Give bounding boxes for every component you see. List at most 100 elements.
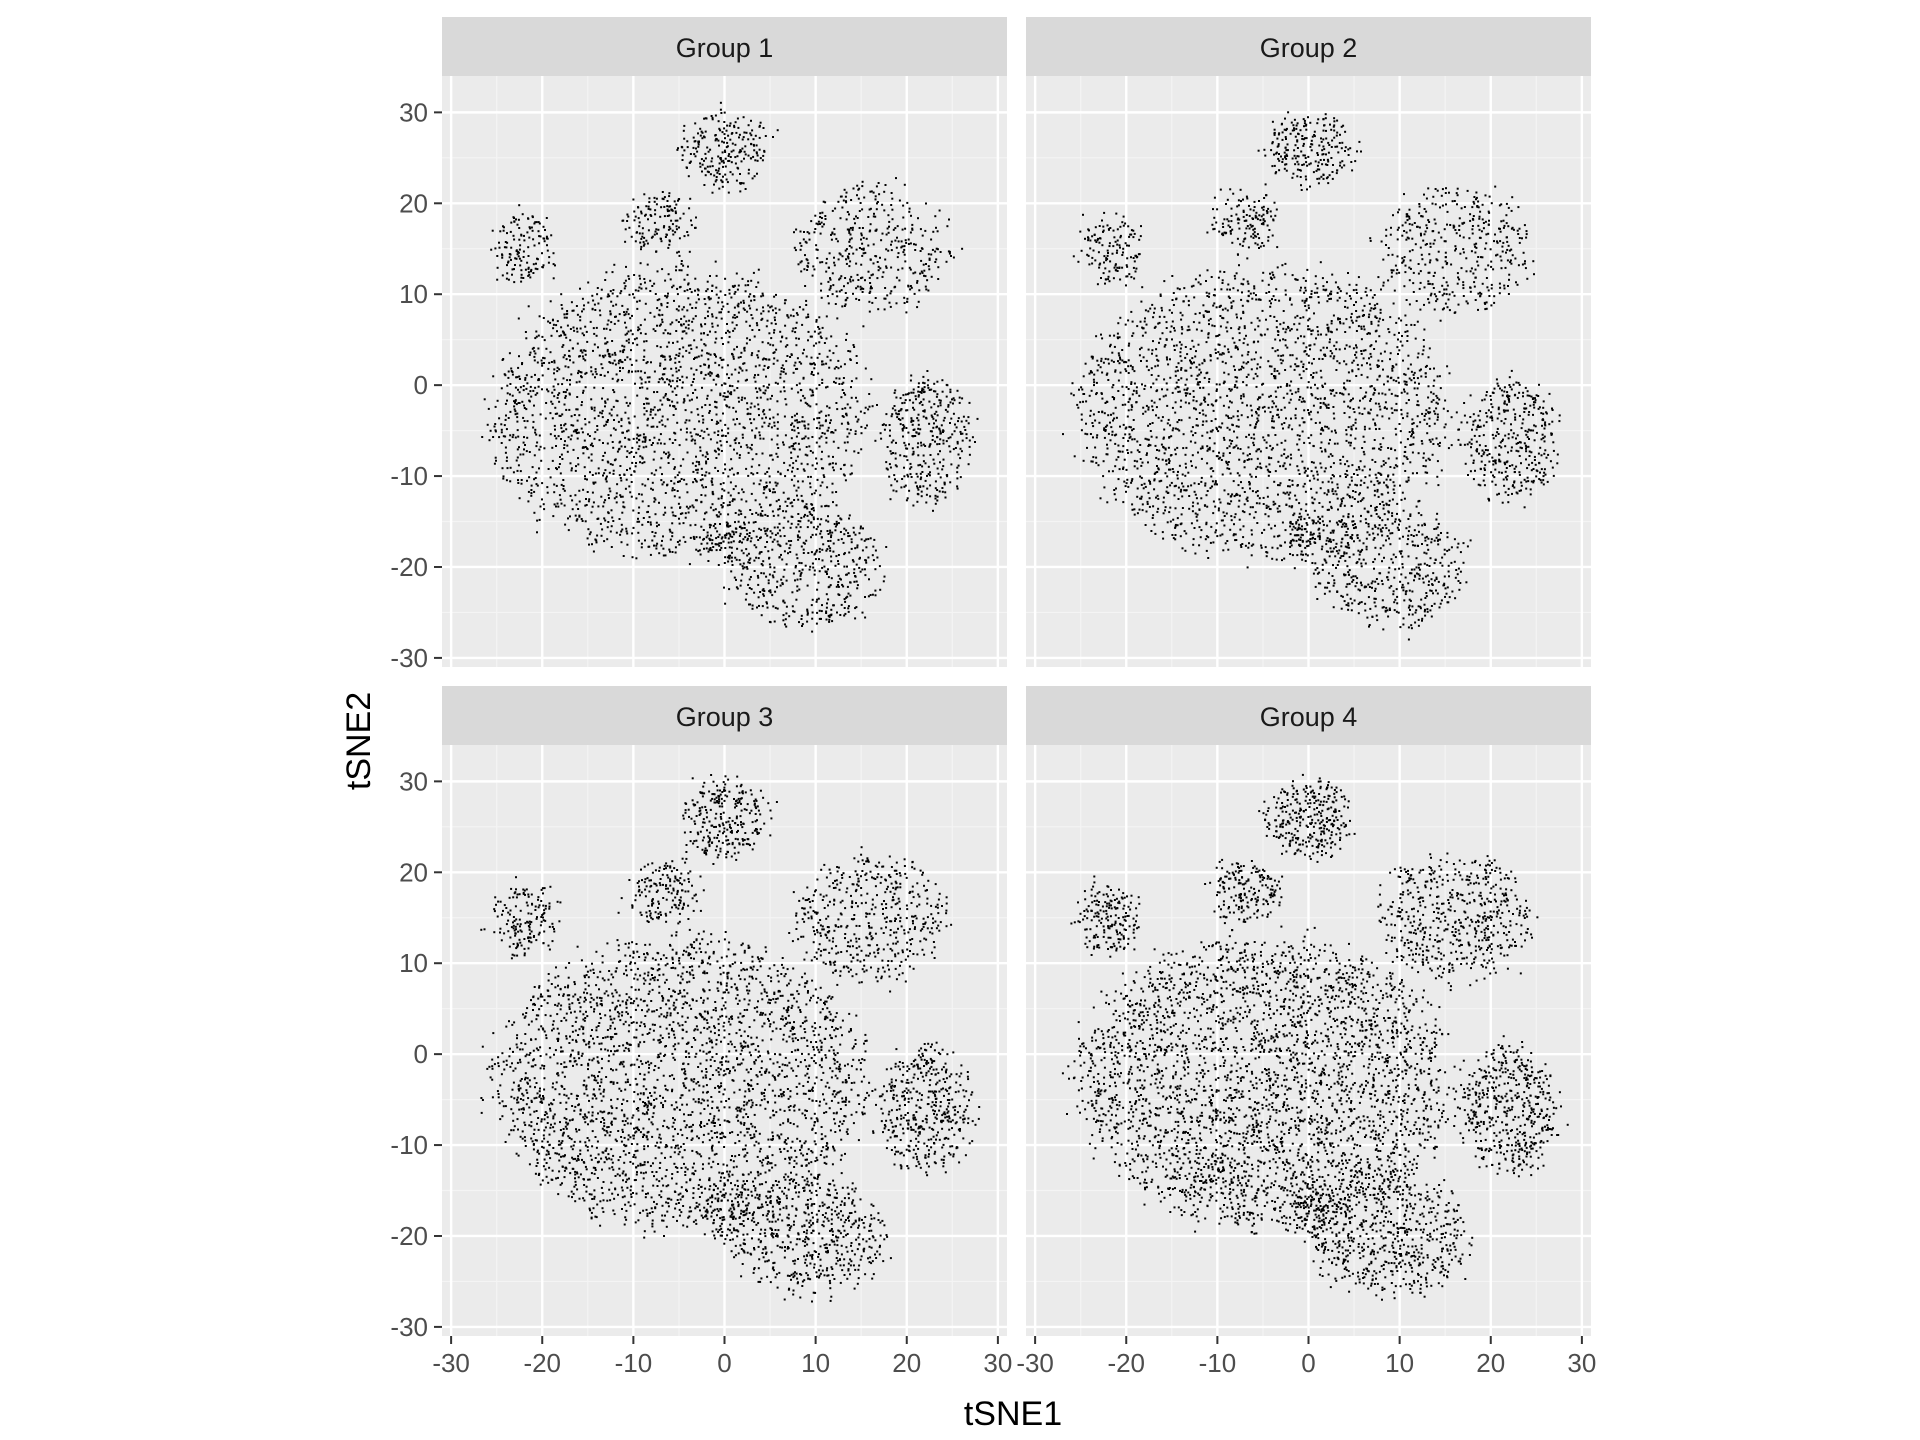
data-point — [1271, 426, 1274, 429]
data-point — [924, 285, 927, 288]
data-point — [639, 461, 641, 464]
data-point — [700, 338, 703, 341]
data-point — [672, 405, 675, 408]
data-point — [1291, 538, 1294, 541]
data-point — [583, 304, 585, 307]
data-point — [727, 155, 730, 157]
data-point — [849, 280, 852, 283]
data-point — [659, 442, 662, 445]
data-point — [633, 455, 635, 458]
data-point — [921, 388, 924, 391]
data-point — [914, 271, 917, 274]
data-point — [641, 227, 644, 230]
data-point — [664, 554, 667, 557]
data-point — [1233, 516, 1236, 519]
data-point — [658, 421, 661, 424]
data-point — [722, 358, 725, 361]
data-point — [889, 450, 892, 453]
data-point — [742, 299, 745, 302]
data-point — [642, 241, 645, 244]
data-point — [684, 409, 687, 412]
data-point — [661, 313, 664, 316]
data-point — [1294, 391, 1297, 394]
data-point — [624, 313, 627, 316]
y-axis-title: tSNE2 — [340, 692, 378, 790]
data-point — [891, 413, 894, 416]
data-point — [1207, 319, 1210, 322]
data-point — [1179, 355, 1182, 358]
data-point — [666, 208, 669, 211]
data-point — [700, 542, 703, 545]
data-point — [694, 499, 697, 502]
data-point — [924, 445, 927, 447]
data-point — [549, 351, 552, 354]
data-point — [724, 602, 727, 605]
data-point — [1114, 406, 1117, 409]
data-point — [648, 376, 651, 379]
data-point — [857, 197, 860, 200]
data-point — [539, 235, 542, 238]
data-point — [842, 381, 845, 384]
data-point — [728, 331, 731, 334]
data-point — [732, 498, 735, 501]
data-point — [659, 433, 662, 436]
data-point — [749, 293, 752, 296]
data-point — [1336, 291, 1339, 294]
data-point — [761, 514, 764, 517]
data-point — [879, 256, 881, 259]
data-point — [655, 544, 658, 547]
data-point — [619, 366, 621, 369]
data-point — [903, 455, 906, 458]
data-point — [837, 538, 840, 541]
data-point — [947, 437, 950, 440]
data-point — [811, 503, 814, 506]
data-point — [858, 566, 861, 569]
data-point — [714, 466, 717, 469]
data-point — [624, 436, 627, 439]
data-point — [685, 427, 688, 430]
data-point — [590, 370, 593, 373]
data-point — [796, 455, 799, 458]
data-point — [902, 394, 905, 397]
data-point — [779, 584, 782, 587]
data-point — [536, 268, 539, 271]
data-point — [668, 214, 671, 217]
data-point — [533, 359, 536, 362]
data-point — [735, 578, 737, 581]
data-point — [861, 568, 864, 571]
data-point — [918, 402, 921, 405]
data-point — [661, 378, 664, 381]
data-point — [717, 139, 720, 142]
data-point — [607, 293, 610, 296]
data-point — [645, 205, 648, 208]
data-point — [715, 169, 718, 172]
data-point — [682, 522, 685, 525]
data-point — [606, 295, 609, 298]
data-point — [560, 424, 562, 427]
data-point — [733, 448, 735, 451]
data-point — [1259, 298, 1262, 301]
data-point — [778, 308, 781, 311]
data-point — [684, 516, 687, 519]
data-point — [723, 562, 726, 564]
data-point — [677, 250, 680, 253]
data-point — [792, 610, 795, 613]
data-point — [503, 246, 506, 249]
data-point — [547, 367, 550, 370]
data-point — [630, 349, 632, 352]
data-point — [633, 274, 636, 276]
data-point — [777, 498, 780, 501]
data-point — [528, 353, 531, 356]
data-point — [731, 353, 734, 356]
data-point — [647, 402, 650, 405]
data-point — [666, 418, 669, 421]
data-point — [797, 391, 800, 394]
data-point — [719, 101, 722, 104]
data-point — [584, 418, 587, 420]
data-point — [916, 280, 919, 282]
data-point — [529, 227, 532, 230]
data-point — [664, 492, 667, 494]
data-point — [570, 467, 573, 470]
data-point — [890, 415, 893, 418]
data-point — [784, 500, 787, 503]
